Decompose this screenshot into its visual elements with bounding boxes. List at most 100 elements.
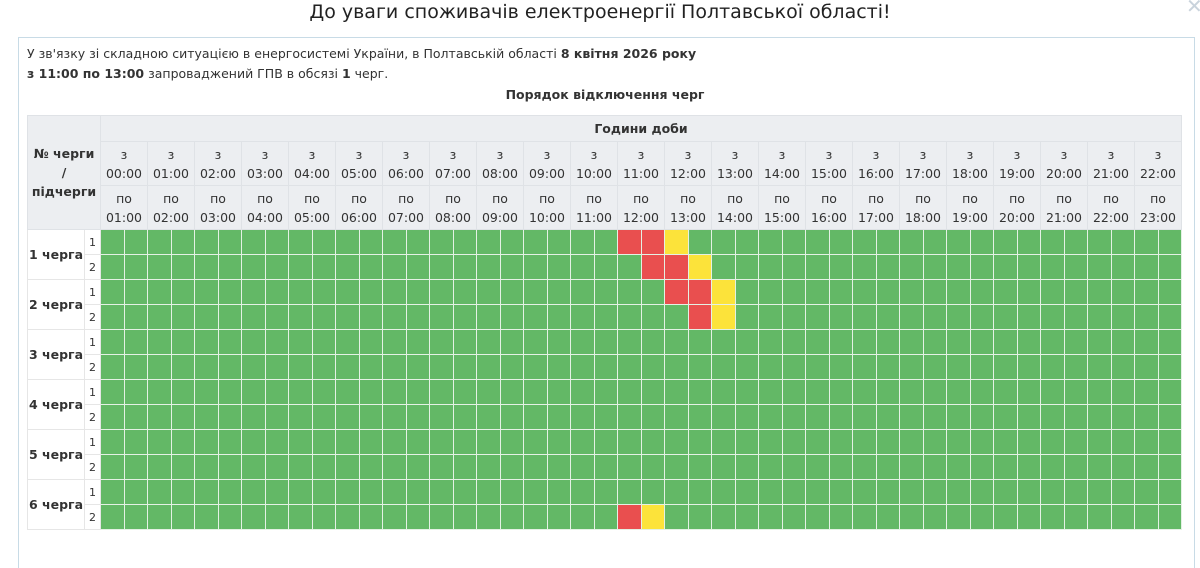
- slot-cell-on: [194, 304, 219, 330]
- slot-cell-on: [1063, 479, 1088, 505]
- slot-cell-on: [570, 454, 595, 480]
- slot-cell-on: [1063, 404, 1088, 430]
- hour-from-header: з 18:00: [946, 141, 994, 186]
- slot-cell-on: [335, 304, 360, 330]
- slot-cell-on: [711, 504, 736, 530]
- slot-cell-on: [617, 454, 642, 480]
- slot-cell-on: [664, 504, 689, 530]
- slot-cell-on: [335, 404, 360, 430]
- slot-cell-on: [805, 479, 830, 505]
- slot-cell-on: [852, 329, 877, 355]
- hour-from-header: з 17:00: [899, 141, 947, 186]
- slot-cell-on: [382, 354, 407, 380]
- slot-cell-on: [852, 379, 877, 405]
- slot-cell-on: [147, 279, 172, 305]
- slot-cell-on: [687, 454, 712, 480]
- slot-cell-on: [335, 254, 360, 280]
- to-prefix: по: [962, 190, 978, 206]
- slot-cell-on: [194, 429, 219, 455]
- subqueue-label: 1: [84, 429, 101, 455]
- to-prefix: по: [727, 190, 743, 206]
- slot-cell-on: [100, 429, 125, 455]
- slot-cell-on: [711, 354, 736, 380]
- corner-label-line: /: [61, 165, 67, 180]
- slot-cell-on: [1110, 404, 1135, 430]
- slot-cell-on: [852, 254, 877, 280]
- subqueue-row: 6 черга 1: [27, 479, 1182, 530]
- slot-cell-on: [711, 329, 736, 355]
- to-prefix: по: [633, 190, 649, 206]
- slot-cell-on: [781, 354, 806, 380]
- slot-cell-on: [1157, 504, 1182, 530]
- hour-to-header: по 13:00: [664, 185, 712, 230]
- to-prefix: по: [304, 190, 320, 206]
- slot-cell-on: [335, 479, 360, 505]
- slot-cell-on: [358, 504, 383, 530]
- slot-cell-on: [311, 404, 336, 430]
- hour-from-header: з 03:00: [241, 141, 289, 186]
- slot-cell-on: [1063, 354, 1088, 380]
- slot-cell-on: [358, 354, 383, 380]
- hour-from-header: з 20:00: [1040, 141, 1088, 186]
- slot-cell-on: [1016, 254, 1041, 280]
- slot-cell-on: [758, 354, 783, 380]
- slot-cell-on: [241, 254, 266, 280]
- slot-cell-on: [570, 329, 595, 355]
- slot-cell-on: [405, 254, 430, 280]
- slot-cell-on: [476, 229, 501, 255]
- slot-cell-on: [593, 279, 618, 305]
- slot-cell-on: [523, 504, 548, 530]
- slot-cell-on: [452, 404, 477, 430]
- slot-cell-on: [781, 504, 806, 530]
- slot-cell-on: [335, 429, 360, 455]
- to-prefix: по: [351, 190, 367, 206]
- slot-cell-on: [1134, 254, 1159, 280]
- slot-cell-on: [499, 329, 524, 355]
- hour-to-header: по 08:00: [429, 185, 477, 230]
- slot-cell-on: [758, 304, 783, 330]
- slot-cell-on: [946, 454, 971, 480]
- from-time: 01:00: [152, 165, 190, 181]
- slot-cell-on: [899, 454, 924, 480]
- slot-cell-on: [123, 254, 148, 280]
- slot-cell-on: [781, 454, 806, 480]
- slot-cell-on: [617, 254, 642, 280]
- slot-cell-on: [147, 429, 172, 455]
- slot-cell-on: [170, 304, 195, 330]
- close-icon[interactable]: ✕: [1186, 0, 1200, 18]
- slot-cell-on: [405, 504, 430, 530]
- from-prefix: з: [543, 146, 551, 162]
- hour-to-header: по 11:00: [570, 185, 618, 230]
- slot-cell-on: [311, 454, 336, 480]
- from-time: 02:00: [199, 165, 237, 181]
- to-time: 10:00: [528, 209, 566, 225]
- slot-cell-on: [288, 454, 313, 480]
- period: з 11:00 по 13:00: [27, 66, 145, 81]
- slot-cell-on: [781, 254, 806, 280]
- slot-cell-on: [147, 354, 172, 380]
- slot-cell-on: [922, 454, 947, 480]
- hour-from-header: з 08:00: [476, 141, 524, 186]
- slot-cell-on: [100, 279, 125, 305]
- slot-cell-on: [1134, 379, 1159, 405]
- from-prefix: з: [684, 146, 692, 162]
- slot-cell-on: [946, 354, 971, 380]
- slot-cell-on: [523, 404, 548, 430]
- to-prefix: по: [445, 190, 461, 206]
- slot-cell-on: [523, 304, 548, 330]
- subqueue-row: 3 черга 1: [27, 329, 1182, 380]
- slot-cell-on: [405, 479, 430, 505]
- page-title: До уваги споживачів електроенергії Полта…: [309, 1, 891, 23]
- slot-cell-on: [452, 379, 477, 405]
- slot-cell-on: [1110, 504, 1135, 530]
- slot-cell-on: [617, 304, 642, 330]
- hour-to-header: по 09:00: [476, 185, 524, 230]
- schedule-table: № черги / підчерги Години доби з 00:00 з 01:00 з…: [27, 115, 1182, 530]
- slot-cell-on: [217, 354, 242, 380]
- slot-cell-on: [617, 354, 642, 380]
- to-prefix: по: [868, 190, 884, 206]
- slot-cell-on: [429, 229, 454, 255]
- slot-cell-on: [288, 379, 313, 405]
- slot-cell-on: [382, 229, 407, 255]
- slot-cell-on: [1134, 354, 1159, 380]
